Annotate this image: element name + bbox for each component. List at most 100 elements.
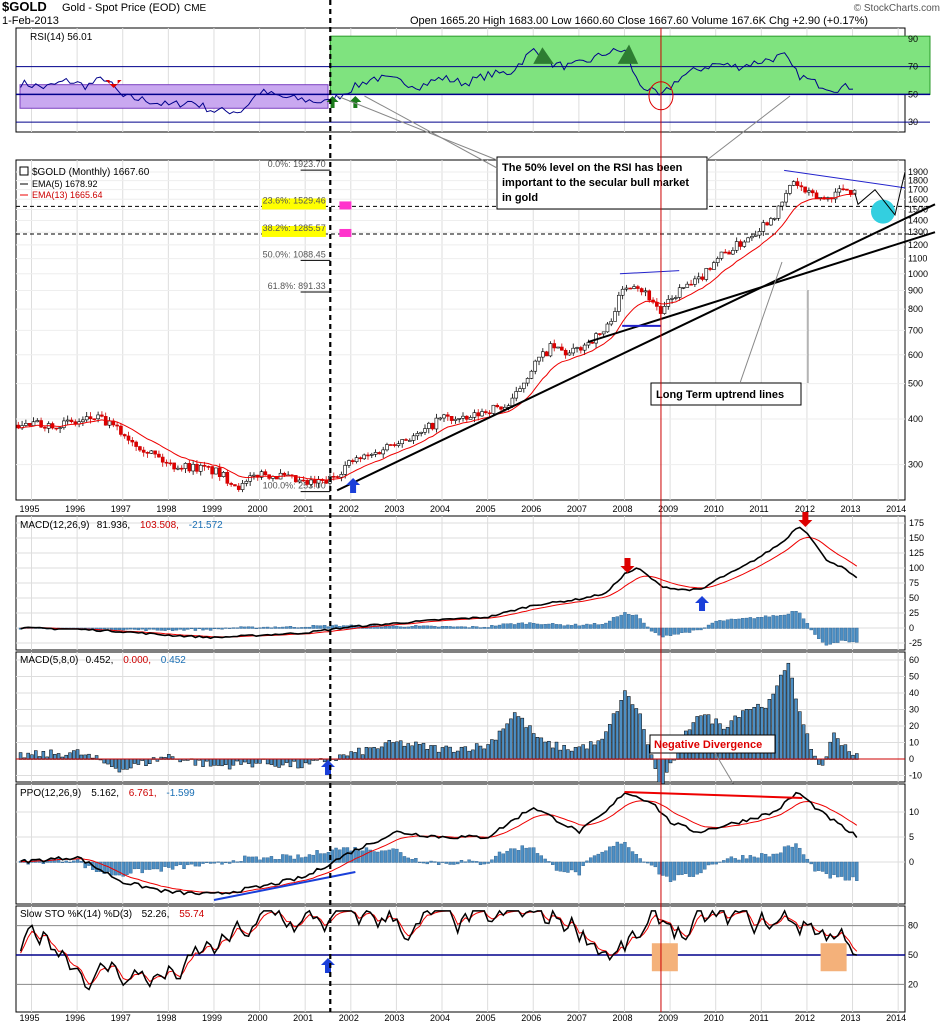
macd2-hist-bar bbox=[406, 743, 411, 760]
ppo-hist-bar bbox=[60, 861, 65, 863]
macd1-hist-bar bbox=[722, 620, 726, 629]
ppo-hist-bar bbox=[129, 861, 133, 874]
macd2-hist-bar bbox=[216, 758, 220, 766]
year-label-bottom: 2002 bbox=[339, 1013, 359, 1023]
rsi-peak-fill bbox=[533, 47, 554, 64]
price-candle-body bbox=[160, 456, 165, 463]
ppo-hist-bar bbox=[189, 861, 194, 865]
macd2-hist-bar bbox=[239, 758, 243, 765]
price-tick-label: 1100 bbox=[908, 254, 927, 264]
macd1-hist-bar bbox=[151, 627, 156, 630]
macd1-tick-label: -25 bbox=[909, 638, 922, 648]
price-candle-body bbox=[293, 475, 298, 483]
macd2-hist-bar bbox=[307, 758, 312, 765]
ppo-hist-bar bbox=[307, 854, 312, 863]
ppo-hist-bar bbox=[292, 858, 296, 863]
price-candle-body bbox=[134, 441, 138, 447]
ppo-hist-bar bbox=[558, 861, 563, 872]
ppo-hist-bar bbox=[501, 853, 506, 863]
macd2-hist-bar bbox=[227, 758, 232, 770]
price-candle-body bbox=[487, 412, 492, 415]
macd1-hist-bar bbox=[741, 618, 745, 629]
ppo-hist-bar bbox=[836, 861, 840, 878]
macd2-hist-bar bbox=[626, 696, 631, 760]
macd1-hist-bar bbox=[117, 627, 122, 631]
price-candle-body bbox=[605, 323, 610, 333]
macd1-hist-bar bbox=[532, 623, 536, 629]
ppo-hist-bar bbox=[535, 853, 540, 863]
macd2-hist-bar bbox=[121, 758, 125, 770]
price-candle-body bbox=[343, 465, 347, 475]
ppo-hist-bar bbox=[421, 861, 426, 864]
macd1-hist-bar bbox=[551, 623, 555, 629]
price-candle-body bbox=[795, 181, 800, 186]
macd1-hist-bar bbox=[820, 627, 825, 643]
ppo-hist-bar bbox=[801, 854, 806, 863]
macd2-hist-bar bbox=[417, 744, 422, 760]
macd2-hist-bar bbox=[467, 750, 471, 760]
ppo-hist-bar bbox=[623, 841, 627, 863]
sto-highlight-box bbox=[820, 943, 847, 972]
macd1-hist-bar bbox=[710, 622, 715, 629]
year-label-bottom: 2005 bbox=[476, 1013, 496, 1023]
ppo-hist-bar bbox=[144, 861, 148, 870]
ppo-hist-bar bbox=[562, 861, 566, 873]
symbol-label: $GOLD bbox=[2, 0, 47, 14]
macd2-hist-bar bbox=[794, 698, 798, 760]
macd2-hist-bar bbox=[558, 749, 563, 760]
macd2-hist-bar bbox=[379, 746, 384, 760]
macd2-hist-bar bbox=[516, 716, 521, 760]
macd2-hist-bar bbox=[132, 758, 137, 764]
ppo-hist-bar bbox=[467, 859, 471, 863]
macd2-hist-bar bbox=[577, 746, 582, 760]
ppo-hist-bar bbox=[718, 861, 722, 863]
macd2-hist-bar bbox=[113, 758, 118, 769]
macd1-hist-bar bbox=[315, 625, 319, 629]
macd1-hist-bar bbox=[326, 626, 331, 629]
price-candle-body bbox=[316, 479, 321, 484]
year-label-bottom: 2011 bbox=[749, 1013, 768, 1023]
macd1-hist-bar bbox=[543, 624, 547, 629]
ema13-line bbox=[18, 193, 855, 481]
ppo-hist-bar bbox=[132, 861, 137, 870]
price-candle-body bbox=[788, 185, 792, 194]
ppo-hist-bar bbox=[710, 861, 715, 865]
macd2-hist-bar bbox=[34, 750, 38, 760]
macd1-hist-bar bbox=[121, 627, 125, 631]
price-candle-body bbox=[24, 423, 28, 426]
price-tick-label: 700 bbox=[908, 325, 923, 335]
macd1-hist-bar bbox=[638, 618, 642, 629]
year-label-bottom: 1998 bbox=[156, 1013, 176, 1023]
price-candle-body bbox=[617, 294, 621, 312]
ppo-legend-3: -1.599 bbox=[166, 788, 195, 799]
price-candle-body bbox=[446, 414, 450, 417]
ppo-hist-bar bbox=[665, 861, 669, 877]
price-candle-body bbox=[58, 427, 62, 429]
price-candle-body bbox=[719, 251, 724, 259]
macd1-hist-bar bbox=[493, 625, 498, 629]
price-candle-body bbox=[750, 236, 754, 239]
macd1-hist-bar bbox=[182, 627, 186, 631]
price-candle-body bbox=[548, 343, 553, 357]
ppo-hist-bar bbox=[551, 861, 555, 865]
macd2-tick-label: 20 bbox=[909, 721, 919, 731]
ema13-legend: EMA(13) 1665.64 bbox=[32, 190, 103, 200]
ppo-hist-bar bbox=[573, 861, 578, 873]
macd1-hist-bar bbox=[148, 627, 152, 630]
macd2-hist-bar bbox=[543, 741, 547, 760]
ppo-hist-bar bbox=[691, 861, 696, 877]
ppo-hist-bar bbox=[653, 861, 658, 868]
price-candle-body bbox=[354, 457, 359, 463]
macd2-hist-bar bbox=[645, 744, 650, 760]
rsi-tick-label: 90 bbox=[908, 34, 918, 44]
macd1-hist-bar bbox=[216, 627, 220, 630]
ppo-hist-bar bbox=[725, 858, 730, 863]
ppo-hist-bar bbox=[714, 861, 718, 865]
ppo-hist-bar bbox=[695, 861, 699, 875]
macd1-hist-bar bbox=[197, 627, 201, 630]
ppo-hist-bar bbox=[847, 861, 851, 881]
macd1-hist-bar bbox=[619, 614, 623, 629]
price-tick-label: 1000 bbox=[908, 269, 928, 279]
macd2-hist-bar bbox=[269, 758, 274, 765]
macd1-hist-bar bbox=[813, 627, 817, 635]
